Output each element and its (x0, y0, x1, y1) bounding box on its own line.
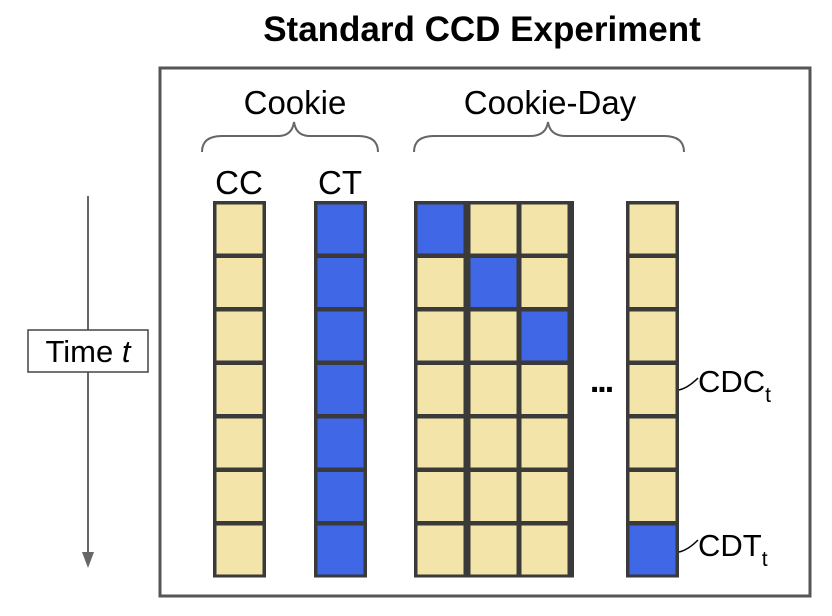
column-label-cc: CC (215, 164, 263, 201)
cdc-label: CDCt (698, 364, 771, 407)
ellipsis: ... (590, 362, 613, 400)
cell-cookie-day-4-3 (520, 364, 569, 415)
cell-cookie-day-4-2 (469, 364, 518, 415)
cdc-label-sub: t (765, 384, 771, 407)
cell-cookie-day-4-1 (416, 364, 465, 415)
cell-cookie-day-2-3 (520, 257, 569, 308)
cell-ct-5 (316, 417, 365, 469)
cell-last-7 (628, 524, 677, 576)
cell-cookie-day-5-2 (469, 417, 518, 469)
cell-last-5 (628, 417, 677, 469)
cdt-label-sub: t (762, 548, 768, 571)
cell-cc-6 (215, 471, 264, 522)
cell-cookie-day-7-2 (469, 524, 518, 576)
cell-cookie-day-6-1 (416, 471, 465, 522)
cdt-label: CDTt (698, 528, 768, 571)
cell-cookie-day-3-3 (520, 310, 569, 362)
cell-last-3 (628, 310, 677, 362)
cell-last-2 (628, 257, 677, 308)
cell-cc-7 (215, 524, 264, 576)
cell-cookie-day-7-3 (520, 524, 569, 576)
cell-cc-4 (215, 364, 264, 415)
cell-last-4 (628, 364, 677, 415)
cell-cookie-day-6-3 (520, 471, 569, 522)
cdc-label-base: CDC (698, 364, 765, 399)
cell-cookie-day-1-1 (416, 203, 465, 255)
cell-cookie-day-7-1 (416, 524, 465, 576)
group-label-cookie-day: Cookie-Day (464, 84, 637, 121)
cdt-leader-line (678, 539, 699, 553)
column-label-ct: CT (318, 164, 362, 201)
cell-ct-7 (316, 524, 365, 576)
cell-cookie-day-1-3 (520, 203, 569, 255)
group-label-cookie: Cookie (244, 84, 347, 121)
brace-cookie (201, 121, 379, 153)
cell-cookie-day-1-2 (469, 203, 518, 255)
cell-cookie-day-5-3 (520, 417, 569, 469)
cdt-label-base: CDT (698, 528, 762, 563)
cell-cc-2 (215, 257, 264, 308)
cell-ct-2 (316, 257, 365, 308)
time-arrow-head (82, 552, 94, 568)
cell-ct-6 (316, 471, 365, 522)
cell-ct-3 (316, 310, 365, 362)
brace-cookie-day (413, 121, 685, 153)
cell-cookie-day-6-2 (469, 471, 518, 522)
cell-cookie-day-2-2 (469, 257, 518, 308)
cell-cc-3 (215, 310, 264, 362)
time-label-prefix: Time (46, 334, 122, 369)
time-label-box (27, 329, 149, 373)
cell-ct-4 (316, 364, 365, 415)
cell-cookie-day-3-1 (416, 310, 465, 362)
cell-cookie-day-5-1 (416, 417, 465, 469)
cell-cc-1 (215, 203, 264, 255)
cdc-leader-line (678, 377, 699, 391)
experiment-frame (158, 66, 812, 598)
time-label: Time t (46, 334, 132, 369)
cell-last-1 (628, 203, 677, 255)
cell-cc-5 (215, 417, 264, 469)
cell-cookie-day-3-2 (469, 310, 518, 362)
cell-grid (213, 201, 679, 578)
cell-last-6 (628, 471, 677, 522)
cell-cookie-day-2-1 (416, 257, 465, 308)
cell-ct-1 (316, 203, 365, 255)
time-label-var: t (122, 334, 132, 369)
diagram-title: Standard CCD Experiment (263, 10, 701, 49)
